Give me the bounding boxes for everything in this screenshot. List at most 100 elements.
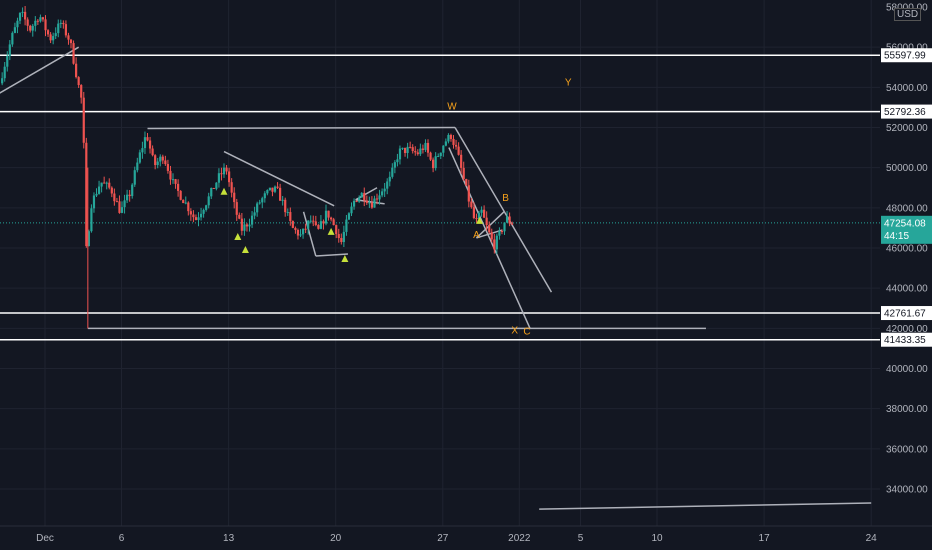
candle-body	[80, 85, 83, 98]
candle-body	[284, 199, 287, 213]
y-tick-label[interactable]: 40000.00	[886, 364, 928, 375]
candle-body	[465, 178, 468, 186]
currency-label[interactable]: USD	[894, 8, 922, 21]
candle-body	[77, 77, 80, 86]
candle-body	[388, 176, 391, 182]
y-tick-label[interactable]: 46000.00	[886, 244, 928, 255]
y-tick-label[interactable]: 42000.00	[886, 324, 928, 335]
x-tick-label[interactable]: 2022	[508, 533, 531, 544]
x-axis[interactable]: Dec 6 13 20 27 2022 5 10 17 24	[0, 525, 932, 544]
candle-body	[472, 207, 476, 219]
trendline[interactable]	[539, 502, 872, 510]
candle-body	[437, 155, 440, 157]
candle-body	[105, 182, 108, 184]
candle-body	[383, 188, 386, 192]
candle-body	[235, 202, 238, 215]
x-tick-label[interactable]: 6	[119, 533, 125, 544]
candle-body	[39, 17, 42, 22]
candle-body	[256, 203, 259, 213]
candle-body	[452, 138, 455, 145]
candle-body	[143, 137, 147, 149]
candle-body	[212, 187, 215, 189]
candle-body	[447, 134, 450, 142]
trendline[interactable]	[475, 211, 505, 239]
y-tick-label[interactable]: 36000.00	[886, 444, 928, 455]
candle-body	[378, 195, 381, 200]
candle-body	[363, 192, 366, 201]
candle-body	[477, 212, 481, 220]
trendline[interactable]	[223, 150, 335, 207]
x-tick-label[interactable]: 5	[578, 533, 584, 544]
trendline[interactable]	[448, 147, 531, 329]
horizontal-levels[interactable]	[0, 54, 880, 341]
candle-body	[41, 17, 45, 20]
candle-body	[393, 162, 396, 168]
candle-body	[148, 140, 152, 149]
candle-body	[197, 217, 200, 220]
candle-body	[289, 212, 292, 221]
y-tick-label[interactable]: 54000.00	[886, 83, 928, 94]
candle-body	[128, 194, 131, 197]
candle-body	[439, 152, 442, 156]
y-axis[interactable]: 34000.00 36000.00 38000.00 40000.00 42000.00…	[886, 3, 928, 496]
x-tick-label[interactable]: 20	[330, 533, 342, 544]
candle-body	[202, 209, 205, 214]
candle-body	[54, 33, 57, 37]
trendline[interactable]	[315, 253, 348, 257]
candle-body	[457, 146, 460, 155]
candle-body	[151, 148, 154, 156]
candle-body	[314, 221, 317, 226]
candle-body	[398, 148, 402, 160]
y-tick-label[interactable]: 56000.00	[886, 43, 928, 54]
candle-body	[138, 152, 141, 163]
candle-body	[44, 19, 47, 31]
x-tick-label[interactable]: 27	[437, 533, 449, 544]
y-tick-label[interactable]: 52000.00	[886, 123, 928, 134]
trendline[interactable]	[147, 126, 456, 130]
candle-body	[373, 198, 376, 208]
x-tick-label[interactable]: Dec	[36, 533, 54, 544]
candle-body	[11, 32, 14, 45]
candle-body	[18, 12, 22, 21]
y-tick-label[interactable]: 34000.00	[886, 485, 928, 496]
x-tick-label[interactable]: 13	[223, 533, 235, 544]
candle-body	[429, 152, 432, 160]
x-tick-label[interactable]: 24	[866, 533, 878, 544]
wave-label: B	[502, 193, 509, 204]
candle-body	[488, 225, 491, 233]
trendline[interactable]	[476, 229, 503, 239]
candle-body	[115, 201, 119, 203]
trendlines[interactable]	[0, 46, 872, 510]
candle-body	[271, 187, 274, 192]
x-tick-label[interactable]: 10	[651, 533, 663, 544]
y-tick-label[interactable]: 48000.00	[886, 203, 928, 214]
candle-body	[207, 196, 210, 206]
candle-body	[296, 230, 300, 236]
trendline[interactable]	[454, 127, 553, 293]
candle-body	[187, 202, 190, 212]
candle-body	[133, 170, 136, 185]
candle-body	[21, 11, 24, 13]
candle-body	[156, 161, 159, 166]
x-tick-label[interactable]: 17	[759, 533, 771, 544]
candle-body	[243, 224, 246, 231]
candle-body	[120, 207, 124, 213]
y-tick-label[interactable]: 38000.00	[886, 404, 928, 415]
candle-body	[225, 167, 228, 172]
y-tick-label[interactable]: 50000.00	[886, 163, 928, 174]
y-tick-label[interactable]: 44000.00	[886, 284, 928, 295]
candle-body	[401, 147, 404, 149]
candle-body	[416, 152, 419, 155]
candle-body	[342, 231, 345, 243]
candle-body	[444, 141, 447, 146]
candle-body	[13, 27, 17, 33]
trendline[interactable]	[302, 211, 317, 257]
candle-body	[57, 23, 60, 34]
candle-body	[286, 212, 289, 214]
candle-body	[324, 210, 328, 224]
trendline[interactable]	[0, 46, 80, 94]
candle-body	[64, 24, 68, 36]
candle-body	[266, 190, 269, 194]
candle-body	[16, 20, 19, 28]
